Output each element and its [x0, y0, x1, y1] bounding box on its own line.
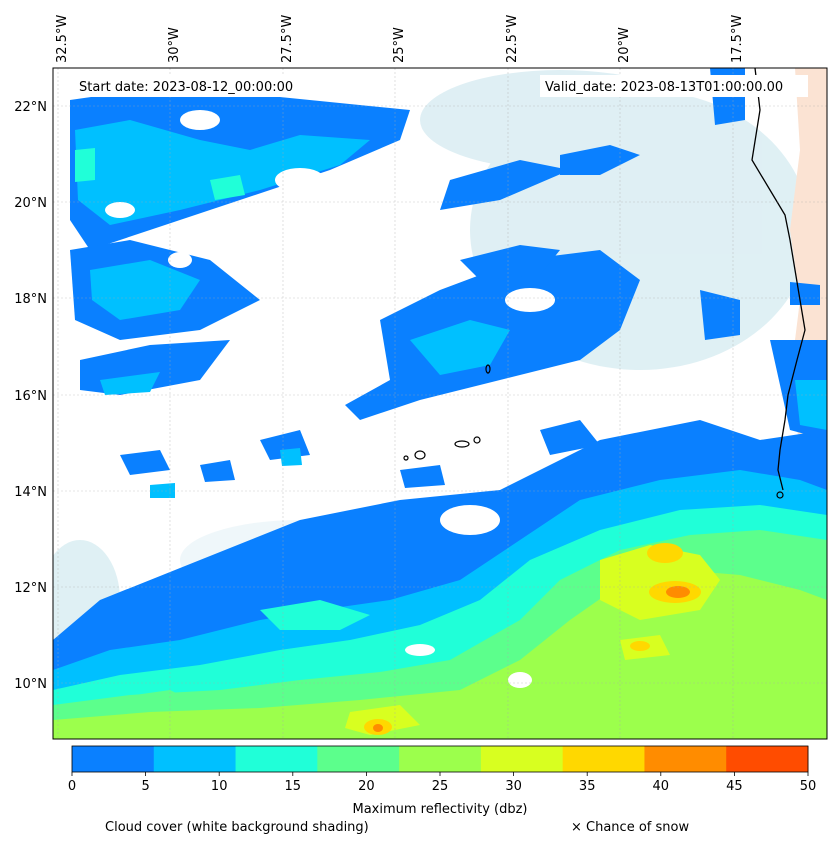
islands [403, 364, 784, 499]
lon-label: 20°W [617, 27, 632, 63]
colorbar-tick-label: 15 [285, 779, 302, 794]
colorbar-segment [399, 746, 482, 772]
lat-label: 16°N [14, 389, 47, 404]
colorbar-segment [480, 746, 564, 772]
start-date-box [74, 75, 310, 97]
colorbar-label: Maximum reflectivity (dbz) [353, 802, 528, 817]
snow-legend: × Chance of snow [571, 820, 689, 835]
valid-date-box [540, 75, 808, 97]
latitude-labels: 22°N 20°N 18°N 16°N 14°N 12°N 10°N [14, 100, 47, 692]
lon-label: 22.5°W [505, 15, 520, 63]
colorbar-segment [72, 746, 155, 772]
colorbar-tick-label: 20 [358, 779, 375, 794]
reflectivity-40-45 [373, 586, 690, 732]
colorbar-tick-label: 30 [505, 779, 522, 794]
longitude-labels: 32.5°W 30°W 27.5°W 25°W 22.5°W 20°W 17.5… [55, 15, 745, 63]
lon-label: 27.5°W [280, 15, 295, 63]
lon-label: 30°W [167, 27, 182, 63]
colorbar-segment [153, 746, 237, 772]
colorbar-tick-label: 0 [68, 779, 76, 794]
colorbar-tick-label: 5 [141, 779, 149, 794]
lon-label: 25°W [392, 27, 407, 63]
lon-label: 32.5°W [55, 15, 70, 63]
colorbar-segment [562, 746, 645, 772]
lat-label: 20°N [14, 196, 47, 211]
colorbar-tick-label: 50 [800, 779, 817, 794]
colorbar-segment [235, 746, 318, 772]
clear-air-patches [105, 110, 555, 688]
start-date-label: Start date: 2023-08-12_00:00:00 [79, 80, 293, 95]
cloud-cover-legend: Cloud cover (white background shading) [105, 820, 369, 835]
colorbar-segment [726, 746, 809, 772]
colorbar: 0 5 10 15 20 25 30 35 40 45 50 [68, 745, 817, 794]
colorbar-tick-label: 40 [653, 779, 670, 794]
colorbar-segment [644, 746, 727, 772]
colorbar-tick-label: 10 [211, 779, 228, 794]
gridlines [53, 68, 827, 739]
lat-label: 14°N [14, 485, 47, 500]
valid-date-label: Valid_date: 2023-08-13T01:00:00.00 [545, 80, 783, 95]
map-layers [53, 68, 827, 739]
colorbar-tick-label: 25 [432, 779, 449, 794]
colorbar-tick-label: 35 [579, 779, 596, 794]
map-frame [52, 67, 828, 740]
lat-label: 22°N [14, 100, 47, 115]
colorbar-segment [317, 746, 400, 772]
colorbar-tick-label: 45 [726, 779, 743, 794]
lon-label: 17.5°W [730, 15, 745, 63]
lat-label: 18°N [14, 292, 47, 307]
lat-label: 12°N [14, 581, 47, 596]
lat-label: 10°N [14, 677, 47, 692]
coastline [751, 68, 806, 491]
